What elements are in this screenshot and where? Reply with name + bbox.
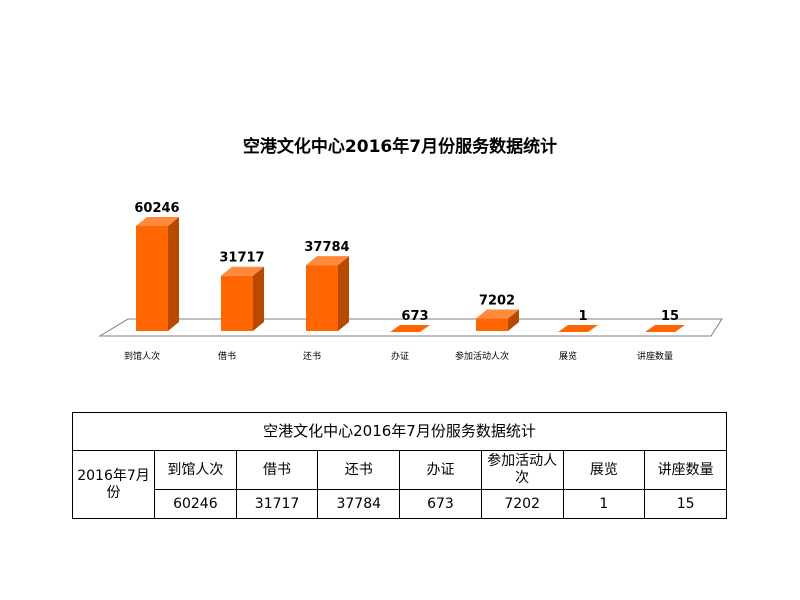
table-header-cell: 借书: [235, 450, 319, 490]
bar-6: [645, 325, 685, 332]
table-value-cell: 15: [644, 489, 727, 519]
bar-side: [253, 266, 264, 331]
category-label: 办证: [391, 350, 409, 362]
value-label: 37784: [304, 240, 349, 255]
bar-front: [476, 318, 508, 331]
category-label: 还书: [303, 350, 321, 362]
table-header-cell: 还书: [317, 450, 401, 490]
bar-0: [136, 217, 179, 331]
table-header-cell: 到馆人次: [154, 450, 237, 490]
bar-1: [221, 266, 264, 331]
table-value-cell: 60246: [154, 489, 237, 519]
bar-2: [306, 256, 349, 331]
value-labels-layer: 60246 31717 37784 673 7202 1 15: [134, 201, 679, 324]
table-row-header: 2016年7月份: [72, 450, 155, 519]
value-label: 15: [661, 309, 679, 324]
chart-title: 空港文化中心2016年7月份服务数据统计: [242, 137, 558, 157]
table-value-cell: 31717: [235, 489, 319, 519]
table-header-cell: 办证: [399, 450, 482, 490]
bar-top: [306, 256, 349, 266]
category-label: 参加活动人次: [455, 350, 509, 362]
bar-top: [476, 309, 519, 319]
table-header-cell: 参加活动人次: [480, 450, 564, 490]
value-label: 60246: [134, 201, 179, 216]
table-title: 空港文化中心2016年7月份服务数据统计: [72, 412, 727, 451]
bar-chart: 60246 31717 37784 673 7202 1 15 到馆人次 借书 还书 办证 参加活动…: [98, 201, 723, 362]
category-label: 展览: [559, 350, 577, 362]
table-value-cell: 7202: [480, 489, 564, 519]
table-value-cell: 1: [562, 489, 646, 519]
bar-side: [508, 309, 519, 331]
category-label: 到馆人次: [124, 350, 160, 362]
category-label: 借书: [218, 350, 236, 362]
bar-side: [168, 217, 179, 331]
bar-5: [558, 325, 598, 332]
category-labels-layer: 到馆人次 借书 还书 办证 参加活动人次 展览 讲座数量: [124, 350, 673, 362]
bar-side: [338, 256, 349, 331]
value-label: 31717: [219, 251, 264, 266]
table-value-cell: 37784: [317, 489, 401, 519]
data-table: 空港文化中心2016年7月份服务数据统计 2016年7月份 到馆人次 借书 还书…: [72, 412, 727, 519]
value-label: 7202: [479, 293, 515, 308]
bar-3: [390, 325, 430, 332]
bar-front: [306, 265, 338, 331]
value-label: 673: [401, 309, 428, 324]
value-label: 1: [578, 309, 587, 324]
bar-4: [476, 309, 519, 331]
bar-front: [221, 275, 253, 331]
table-header-cell: 讲座数量: [644, 450, 727, 490]
bar-front: [136, 226, 168, 331]
bar-top: [221, 266, 264, 276]
table-value-cell: 673: [399, 489, 482, 519]
bar-top: [136, 217, 179, 226]
category-label: 讲座数量: [637, 350, 673, 362]
bars-layer: [136, 217, 685, 332]
table-header-cell: 展览: [562, 450, 646, 490]
